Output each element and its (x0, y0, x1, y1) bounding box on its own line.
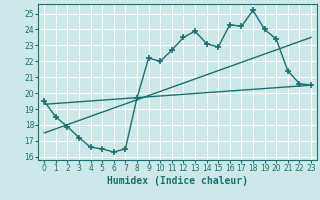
X-axis label: Humidex (Indice chaleur): Humidex (Indice chaleur) (107, 176, 248, 186)
